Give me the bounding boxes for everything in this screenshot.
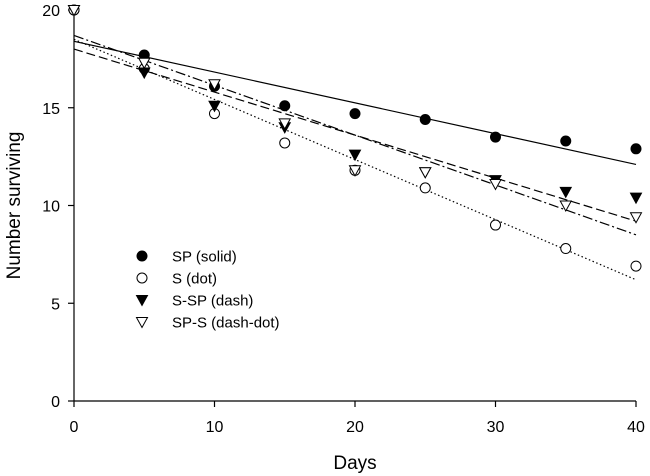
data-point-filled-circle — [349, 108, 361, 120]
legend-label: SP-S (dash-dot) — [172, 315, 280, 332]
x-tick-label: 20 — [346, 419, 364, 436]
data-point-open-triangle-down — [418, 167, 432, 179]
data-points — [67, 4, 643, 272]
data-point-open-circle — [279, 137, 291, 149]
y-tick-label: 15 — [42, 101, 60, 118]
fit-line-dash-dot — [73, 34, 637, 236]
data-point-filled-circle — [560, 135, 572, 147]
data-point-open-circle — [630, 260, 642, 272]
y-tick-label: 5 — [51, 296, 60, 313]
data-point-open-circle — [490, 219, 501, 231]
y-tick-label: 20 — [42, 3, 60, 20]
data-point-filled-triangle-down — [137, 67, 151, 80]
legend-label: S-SP (dash) — [172, 293, 253, 310]
data-point-filled-triangle-down — [559, 186, 573, 199]
x-tick-label: 10 — [206, 419, 224, 436]
data-point-open-triangle-down — [629, 212, 643, 224]
legend-marker-filled-circle — [136, 250, 148, 262]
y-tick-label: 0 — [51, 394, 60, 411]
data-point-open-triangle-down — [137, 57, 151, 70]
data-point-open-triangle-down — [489, 178, 502, 191]
data-point-filled-triangle-down — [348, 149, 362, 162]
x-tick-label: 0 — [70, 419, 79, 436]
data-point-filled-triangle-down — [208, 100, 221, 113]
data-point-open-circle — [419, 182, 431, 194]
y-axis-title: Number surviving — [4, 132, 25, 280]
x-tick-label: 40 — [627, 419, 645, 436]
data-point-open-circle — [560, 243, 572, 255]
data-point-filled-triangle-down — [629, 192, 643, 205]
legend: SP (solid) S (dot) S-SP (dash) SP-S (dash-d… — [135, 249, 280, 332]
legend-label: SP (solid) — [172, 249, 237, 266]
x-axis-title: Days — [333, 453, 376, 474]
fit-lines — [73, 34, 637, 281]
data-point-open-triangle-down — [67, 5, 81, 17]
axes: 0 10 20 30 40 0 5 10 15 20 — [42, 3, 645, 436]
y-tick-label: 10 — [42, 199, 60, 216]
legend-marker-filled-triangle-down — [135, 295, 149, 307]
data-point-open-triangle-down — [559, 200, 573, 213]
x-tick-label: 30 — [487, 419, 505, 436]
fit-line-solid — [73, 40, 637, 166]
data-point-open-triangle-down — [348, 165, 362, 177]
fit-line-dashed — [73, 48, 637, 222]
data-point-filled-circle — [630, 143, 642, 155]
data-point-open-triangle-down — [208, 79, 221, 91]
legend-marker-open-triangle-down — [135, 317, 149, 329]
legend-label: S (dot) — [172, 271, 217, 288]
data-point-filled-circle — [490, 131, 501, 143]
legend-marker-open-circle — [136, 272, 148, 284]
data-point-filled-circle — [419, 113, 431, 125]
data-point-open-triangle-down — [278, 118, 292, 130]
fit-line-dotted — [73, 38, 637, 281]
data-point-filled-circle — [279, 100, 291, 112]
